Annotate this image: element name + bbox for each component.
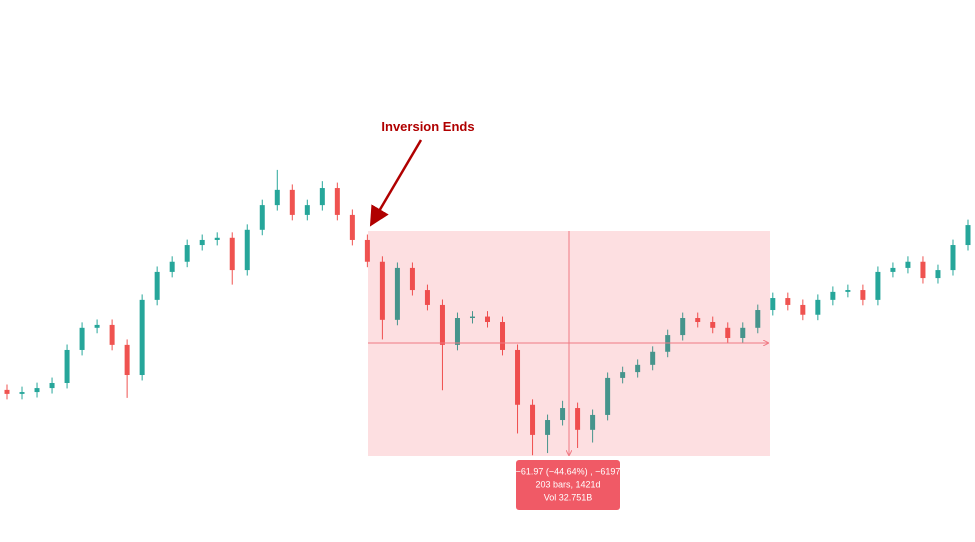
candle-body (214, 237, 220, 240)
candle-body (379, 261, 385, 320)
candle-body (424, 290, 430, 305)
candle-body (965, 225, 971, 246)
measure-bars: 203 bars, 1421d (535, 479, 600, 489)
measure-label-box (516, 460, 620, 510)
candle-body (950, 245, 956, 271)
candle-body (560, 408, 566, 421)
candle-body (349, 214, 355, 240)
candle-body (650, 351, 656, 365)
measure-volume: Vol 32.751B (544, 492, 593, 502)
candle-body (830, 291, 836, 300)
candle-body (815, 299, 821, 315)
candle-body (500, 322, 506, 350)
annotation: Inversion Ends (381, 119, 474, 134)
candle-body (905, 261, 911, 268)
candle-body (229, 237, 235, 271)
candle-body (845, 290, 851, 292)
candle-body (64, 349, 70, 383)
candle-body (530, 404, 536, 435)
candle-body (334, 188, 340, 215)
measure-change: −61.97 (−44.64%) , −6197 (516, 466, 621, 476)
candle-body (124, 344, 130, 376)
candle-body (19, 392, 25, 394)
candle-body (454, 318, 460, 345)
candle-body (439, 304, 445, 345)
candle-body (620, 372, 626, 378)
candle-body (740, 327, 746, 338)
candle-body (139, 299, 145, 376)
candle-body (800, 304, 806, 315)
candle-body (199, 239, 205, 246)
candle-body (289, 189, 295, 215)
candle-body (755, 310, 761, 328)
candle-body (244, 229, 250, 271)
candle-body (680, 318, 686, 336)
candle-body (184, 245, 190, 262)
annotation-arrow (369, 139, 423, 227)
candle-body (515, 349, 521, 405)
candle-body (274, 189, 280, 206)
candle-body (409, 267, 415, 291)
candle-body (590, 414, 596, 430)
candle-body (109, 324, 115, 345)
candle-body (785, 298, 791, 305)
candle-body (79, 327, 85, 350)
candle-body (545, 420, 551, 435)
candle-body (259, 205, 265, 230)
candle-body (169, 261, 175, 272)
candle-body (364, 239, 370, 262)
candle-body (935, 270, 941, 279)
candle-body (635, 364, 641, 373)
candle-body (605, 377, 611, 415)
candles (4, 169, 971, 456)
candle-body (469, 316, 475, 319)
candle-body (890, 267, 896, 272)
candle-body (49, 382, 55, 389)
candle-body (710, 322, 716, 328)
candle-body (154, 271, 160, 300)
candle-body (725, 327, 731, 338)
candle-body (920, 261, 926, 279)
candle-body (695, 318, 701, 323)
candle-body (860, 290, 866, 300)
candle-body (304, 205, 310, 215)
candle-body (4, 389, 10, 394)
candle-body (319, 188, 325, 206)
candle-body (770, 298, 776, 311)
candle-body (94, 324, 100, 328)
candle-body (34, 388, 40, 393)
candle-body (875, 271, 881, 300)
candle-body (394, 267, 400, 320)
candle-body (485, 316, 490, 323)
candle-body (575, 408, 581, 430)
